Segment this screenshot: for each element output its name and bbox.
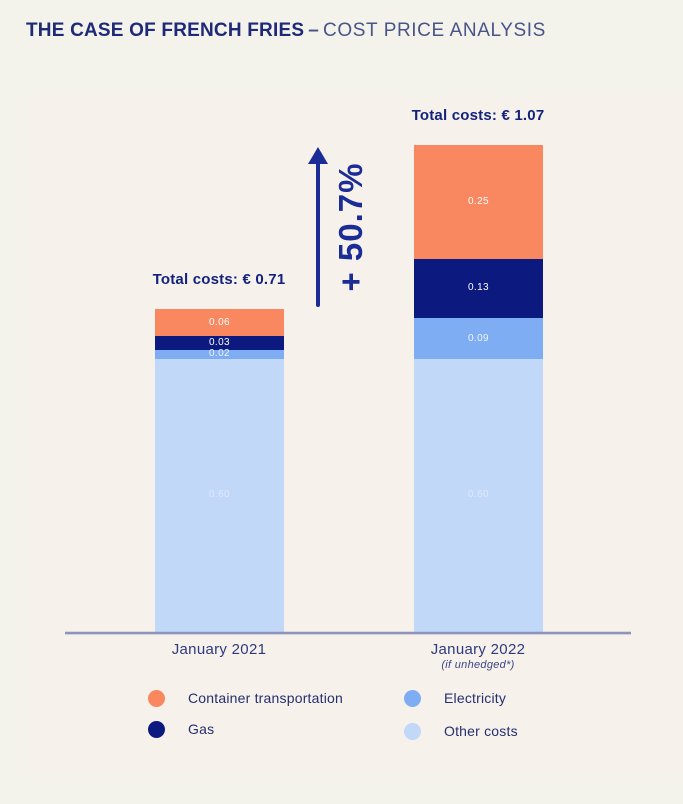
segment-value-label: 0.09	[467, 332, 490, 344]
bar-segment-electricity: 0.02	[155, 348, 284, 360]
x-axis-line	[65, 632, 631, 634]
segment-value-label: 0.25	[467, 196, 490, 208]
x-axis-label-2022-text: January 2022	[430, 641, 526, 658]
legend-dot-electricity-icon	[404, 689, 421, 707]
title-bold: THE CASE OF FRENCH FRIES	[26, 20, 305, 41]
segment-value-label: 0.03	[208, 337, 231, 349]
title-dash: –	[308, 20, 319, 41]
title-light: COST PRICE ANALYSIS	[323, 20, 546, 41]
legend-dot-other-costs-icon	[404, 722, 421, 740]
segment-value-label: 0.02	[208, 348, 231, 360]
legend-item-other-costs: Other costs	[404, 722, 518, 740]
bar-segment-other-costs: 0.60	[155, 358, 284, 632]
bar-january-2022: 0.25 0.13 0.09 0.60	[414, 145, 543, 632]
bar-segment-other-costs: 0.60	[414, 358, 543, 632]
x-axis-label-2021-text: January 2021	[171, 641, 267, 658]
header: THE CASE OF FRENCH FRIES – COST PRICE ANAL…	[26, 20, 666, 42]
increase-percentage-label: + 50.7%	[332, 162, 369, 292]
bar-segment-container-transportation: 0.25	[414, 145, 543, 259]
legend-dot-gas-icon	[148, 720, 165, 738]
chart-panel	[25, 97, 683, 773]
bar-segment-container-transportation: 0.06	[155, 308, 284, 337]
legend-label-other-costs: Other costs	[444, 723, 518, 739]
legend-item-container-transportation: Container transportation	[148, 689, 343, 707]
bar-segment-gas: 0.13	[414, 258, 543, 319]
bar-january-2021: 0.06 0.03 0.02 0.60	[155, 308, 284, 632]
total-costs-label-2021: Total costs: € 0.71	[152, 270, 286, 288]
segment-value-label: 0.60	[208, 489, 231, 501]
legend-item-gas: Gas	[148, 720, 214, 738]
up-arrow-icon	[308, 147, 328, 164]
bar-segment-gas: 0.03	[155, 336, 284, 350]
segment-value-label: 0.13	[467, 282, 490, 294]
increase-arrow-shaft	[316, 162, 320, 307]
x-axis-label-2021: January 2021	[109, 641, 329, 658]
legend-label-container-transportation: Container transportation	[188, 690, 343, 706]
x-axis-label-2022: January 2022 (if unhedged*)	[368, 641, 588, 671]
total-costs-label-2022: Total costs: € 1.07	[411, 107, 545, 125]
legend-label-electricity: Electricity	[444, 690, 507, 706]
segment-value-label: 0.06	[208, 316, 231, 328]
x-axis-subnote-2022: (if unhedged*)	[441, 659, 515, 671]
legend-label-gas: Gas	[188, 721, 215, 737]
legend-dot-container-transportation-icon	[148, 689, 165, 707]
segment-value-label: 0.60	[467, 489, 490, 501]
page-title: THE CASE OF FRENCH FRIES – COST PRICE ANAL…	[26, 20, 666, 42]
bar-segment-electricity: 0.09	[414, 318, 543, 359]
legend-item-electricity: Electricity	[404, 689, 506, 707]
